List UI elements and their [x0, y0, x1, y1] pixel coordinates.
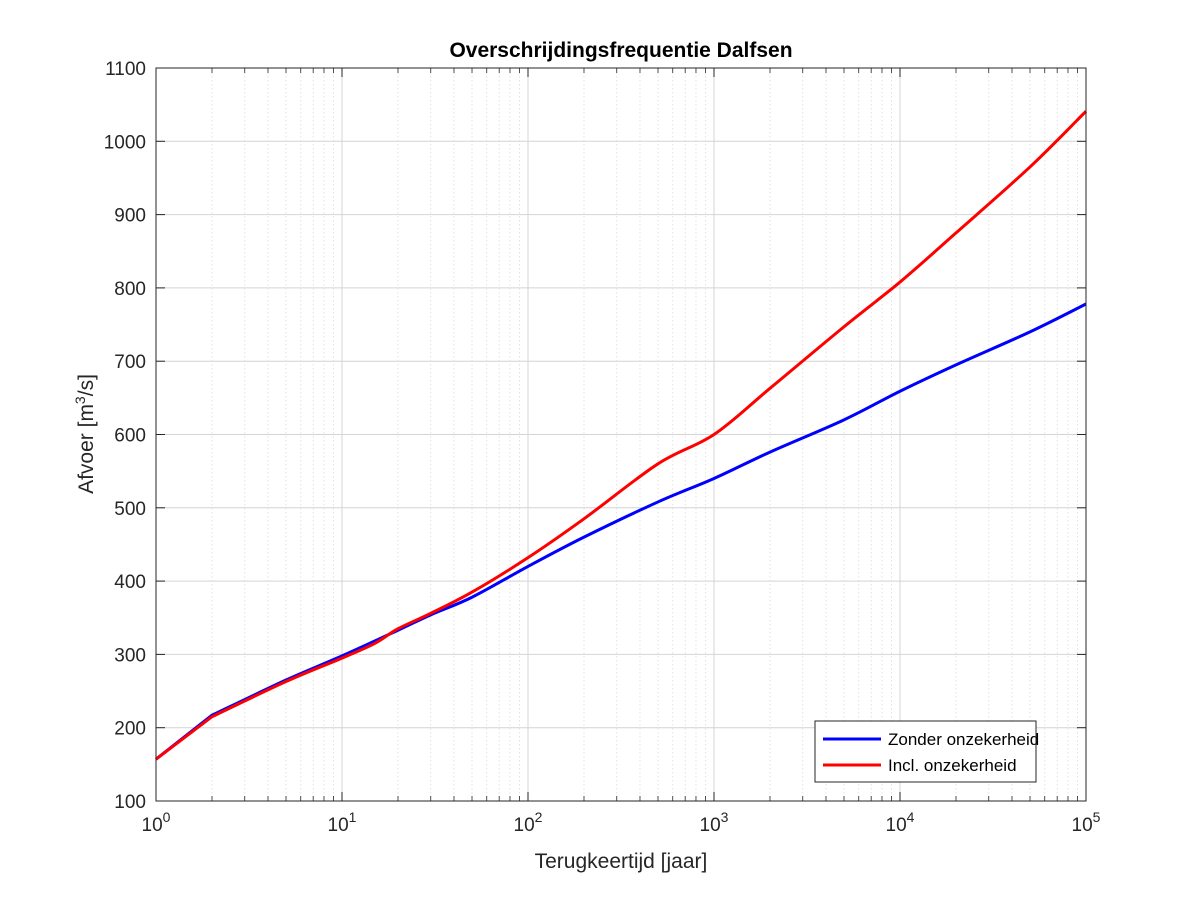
- y-tick-label: 500: [114, 499, 146, 520]
- series-line-zonder-onzekerheid: [155, 302, 1087, 761]
- series-line-incl-onzekerheid: [155, 110, 1088, 761]
- y-tick-label: 200: [114, 719, 146, 740]
- x-tick-label: 103: [700, 809, 729, 836]
- series-layer: [155, 110, 1088, 761]
- y-tick-label: 700: [114, 352, 146, 373]
- y-tick-label: 1100: [105, 59, 146, 80]
- y-tick-label: 300: [114, 645, 146, 666]
- legend-box: [814, 720, 1037, 783]
- x-tick-label: 102: [514, 809, 543, 836]
- tick-layer: 100 101 102 103 104 105 100 200 300 400 500 600 700 8…: [104, 59, 1101, 836]
- x-tick-label: 104: [886, 809, 915, 836]
- x-tick-label: 101: [328, 809, 357, 836]
- y-tick-label: 800: [114, 279, 146, 300]
- x-tick-label: 100: [142, 809, 171, 836]
- y-axis-label-prefix: Afvoer [m: [75, 404, 98, 494]
- y-axis-label-suffix: /s]: [75, 374, 98, 396]
- y-tick-label: 900: [114, 206, 146, 227]
- y-tick-label: 100: [114, 792, 146, 813]
- y-axis-label-sup: 3: [72, 396, 88, 404]
- y-tick-label: 600: [114, 426, 146, 447]
- y-axis-label: Afvoer [m3/s]: [72, 374, 98, 494]
- x-axis-label: Terugkeertijd [jaar]: [535, 850, 708, 873]
- y-tick-label: 1000: [104, 132, 146, 153]
- legend-label-incl: Incl. onzekerheid: [888, 756, 1017, 775]
- legend: Zonder onzekerheid Incl. onzekerheid: [814, 720, 1039, 783]
- x-tick-label: 105: [1072, 809, 1101, 836]
- legend-label-zonder: Zonder onzekerheid: [888, 730, 1039, 749]
- y-tick-label: 400: [114, 572, 146, 593]
- chart-title: Overschrijdingsfrequentie Dalfsen: [449, 39, 792, 62]
